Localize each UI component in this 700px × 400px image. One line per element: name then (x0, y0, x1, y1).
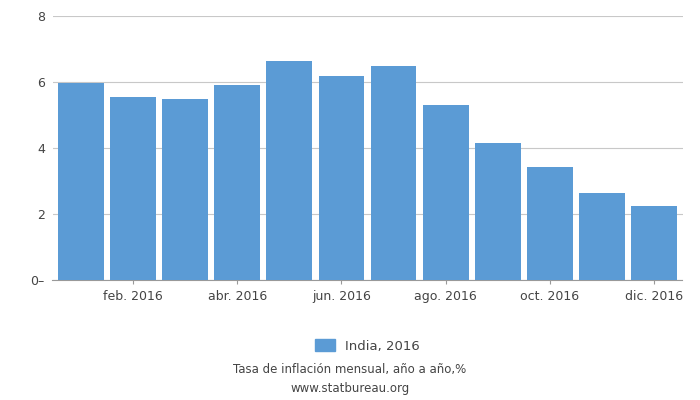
Bar (475, 143, 521, 280)
Bar (370, 66, 416, 280)
Bar (111, 97, 156, 280)
Bar (527, 167, 573, 280)
Bar (423, 105, 468, 280)
Bar (631, 206, 677, 280)
Bar (162, 100, 208, 280)
Legend: India, 2016: India, 2016 (315, 339, 420, 353)
Bar (214, 85, 260, 280)
Bar (267, 60, 312, 280)
Bar (58, 83, 104, 280)
Bar (579, 193, 624, 280)
Text: www.statbureau.org: www.statbureau.org (290, 382, 410, 395)
Text: Tasa de inflación mensual, año a año,%: Tasa de inflación mensual, año a año,% (233, 364, 467, 376)
Bar (318, 76, 365, 280)
